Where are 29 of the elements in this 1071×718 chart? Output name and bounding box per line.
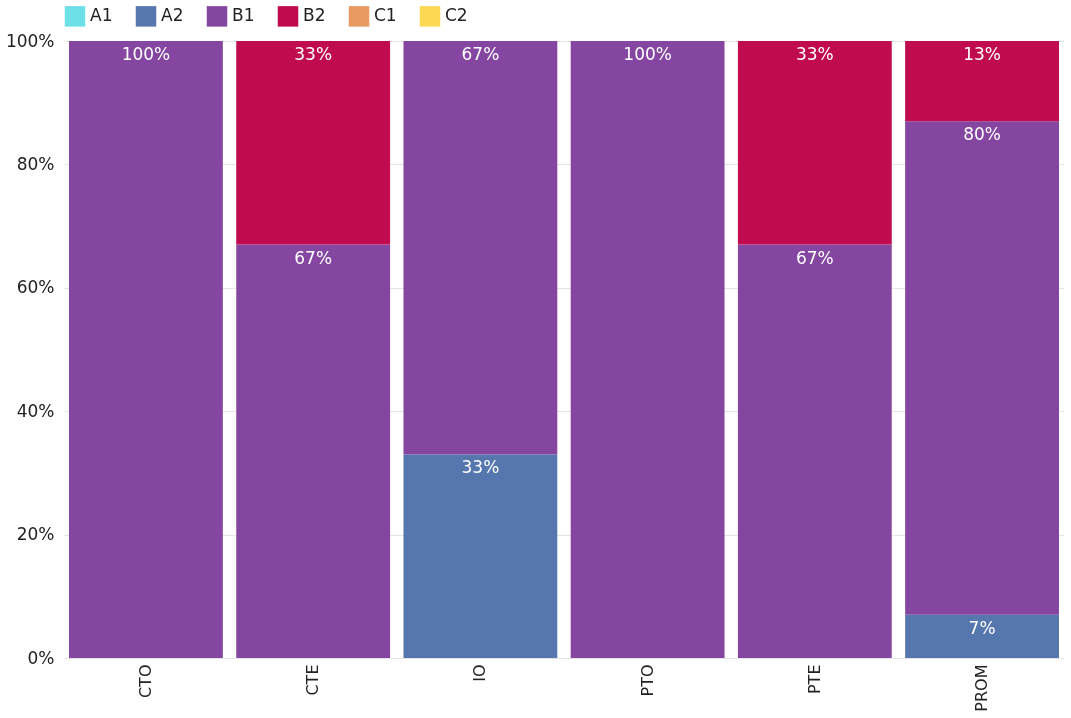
x-tick-label: IO [470,664,490,682]
legend-label: B1 [232,5,255,26]
x-tick-label: CTE [303,664,323,696]
data-label: 67% [795,247,834,268]
legend-label: B2 [303,5,326,26]
data-label: 100% [623,44,672,64]
data-label: 67% [461,44,500,64]
y-tick-label: 100% [5,30,55,51]
legend-label: A1 [90,5,113,26]
data-label: 33% [461,457,500,478]
x-tick-label: PTO [637,664,657,697]
data-label: 13% [963,44,1001,64]
data-label: 33% [294,44,333,64]
legend-label: C1 [374,5,397,26]
data-label: 67% [294,247,333,268]
data-label: 33% [795,44,834,64]
y-tick-label: 40% [16,400,55,421]
x-tick-label: CTO [135,664,155,699]
x-tick-label: PROM [972,664,992,712]
data-label: 100% [121,44,171,64]
y-tick-label: 80% [16,153,55,174]
data-label: 80% [963,124,1001,145]
legend-label: A2 [161,5,184,26]
y-tick-label: 20% [16,524,55,545]
legend-label: C2 [445,5,468,26]
y-tick-label: 0% [27,647,55,668]
y-tick-label: 60% [16,277,55,298]
data-label: 7% [968,617,996,638]
x-tick-label: PTE [804,664,824,695]
